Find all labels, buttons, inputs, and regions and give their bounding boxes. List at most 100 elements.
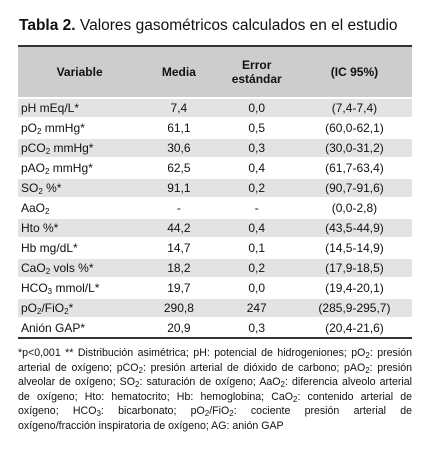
column-header: Variable [18,46,142,98]
text: Hto %* [21,221,59,235]
subscript: 2 [37,127,42,136]
ic-cell: (43,5-44,9) [296,217,412,238]
title-label: Tabla 2. [19,17,76,34]
table-row: CaO2 vols %* 18,2 0,2 (17,9-18,5) [18,257,412,278]
text: HCO [21,281,48,295]
subscript: 2 [365,365,370,375]
text: mmHg* [49,161,93,175]
media-cell: - [141,197,217,218]
text: pCO [21,141,46,155]
error-cell: 0,5 [216,117,297,138]
table-row: Hb mg/dL* 14,7 0,1 (14,5-14,9) [18,237,412,258]
table-row: pAO2 mmHg* 62,5 0,4 (61,7-63,4) [18,157,412,178]
media-cell: 290,8 [141,297,217,318]
media-cell: 14,7 [141,237,217,258]
column-header: Error estándar [216,46,297,98]
table-row: Anión GAP* 20,9 0,3 (20,4-21,6) [18,317,412,338]
text: : saturación de oxígeno; AaO [139,376,281,389]
ic-cell: (0,0-2,8) [296,197,412,218]
footnote: *p<0,001 ** Distribución asimétrica; pH:… [18,346,412,434]
subscript: 3 [96,409,101,419]
text: Anión GAP* [21,321,86,335]
variable-cell: SO2 %* [18,177,142,198]
table-row: AaO2- - (0,0-2,8) [18,197,412,218]
text: /FiO [209,405,230,418]
subscript: 2 [229,409,234,419]
subscript: 2 [135,380,140,390]
table-row: pO2 mmHg* 61,1 0,5 (60,0-62,1) [18,117,412,138]
text: /FiO [41,301,65,315]
variable-cell: pO2 mmHg* [18,117,142,138]
error-cell: 0,4 [216,157,297,178]
text: mmHg* [41,121,85,135]
text: SO [21,181,39,195]
text: : diferencia alveolo arterial de oxígeno… [18,376,412,403]
table-row: Hto %* 44,2 0,4 (43,5-44,9) [18,217,412,238]
text: Hb mg/dL* [21,241,78,255]
media-cell: 7,4 [141,97,217,118]
text: %* [42,181,62,195]
text: pH mEq/L* [21,101,80,115]
title: Tabla 2. Valores gasométricos calculados… [19,17,398,35]
variable-cell: pAO2 mmHg* [18,157,142,178]
subscript: 2 [365,351,370,360]
subscript: 3 [47,287,53,296]
error-cell: 0,2 [216,257,297,278]
column-header: Media [141,46,217,98]
variable-cell: Hb mg/dL* [18,237,142,258]
text: : contenido arterial de oxígeno; HCO [18,390,412,418]
subscript: 2 [38,187,43,196]
media-cell: 20,9 [141,317,217,338]
media-cell: 61,1 [141,117,217,138]
error-cell: 247 [216,297,297,318]
subscript: 2 [45,147,51,156]
text: : presión alveolar de oxígeno; SO [18,361,412,389]
table-row: pH mEq/L* 7,4 0,0 (7,4-7,4) [18,97,412,118]
ic-cell: (61,7-63,4) [296,157,412,178]
ic-cell: (14,5-14,9) [296,237,412,258]
text: pAO [21,161,46,175]
subscript: 2 [293,394,298,404]
text: mmHg* [50,141,94,155]
text: pO [21,121,38,135]
ic-cell: (285,9-295,7) [296,297,412,318]
table-body: pH mEq/L* 7,4 0,0 (7,4-7,4) pO2 mmHg* 61,1 0,5… [18,97,412,338]
subscript: 2 [64,307,69,316]
ic-cell: (90,7-91,6) [296,177,412,198]
media-cell: 18,2 [141,257,217,278]
subscript: 2 [45,267,51,276]
header-row: Variable Media Error estándar (IC 95%) [18,46,412,98]
error-cell: 0,0 [216,277,297,298]
text: : presión arterial de oxígeno; pCO [18,347,412,374]
media-cell: 62,5 [141,157,217,178]
ic-cell: (17,9-18,5) [296,257,412,278]
variable-cell: Anión GAP* [18,317,142,338]
error-cell: 0,4 [216,217,297,238]
subscript: 2 [280,380,285,390]
text: mmol/L* [52,281,100,295]
ic-cell: (19,4-20,1) [296,277,412,298]
error-cell: - [216,197,297,218]
text: : presión arterial de dióxido de carbono… [143,361,366,374]
table-row: HCO3 mmol/L* 19,7 0,0 (19,4-20,1) [18,277,412,298]
error-cell: 0,1 [216,237,297,258]
variable-cell: pO2/FiO2* [18,297,142,318]
ic-cell: (7,4-7,4) [296,97,412,118]
text: pO [21,301,38,315]
variable-cell: HCO3 mmol/L* [18,277,142,298]
title-text: Valores gasométricos calculados en el es… [75,17,398,34]
variable-cell: Hto %* [18,217,142,238]
text: * [68,301,74,315]
variable-cell: AaO2 [18,197,142,218]
variable-cell: pCO2 mmHg* [18,137,142,158]
text: : cociente presión arterial de oxígeno/f… [18,405,412,432]
subscript: 2 [204,409,210,419]
variable-cell: CaO2 vols %* [18,257,142,278]
text: vols %* [50,261,94,275]
text: CaO [21,261,46,275]
text: AaO [21,201,46,215]
column-header: (IC 95%) [296,46,412,98]
table-row: pO2/FiO2* 290,8 247 (285,9-295,7) [18,297,412,318]
media-cell: 44,2 [141,217,217,238]
